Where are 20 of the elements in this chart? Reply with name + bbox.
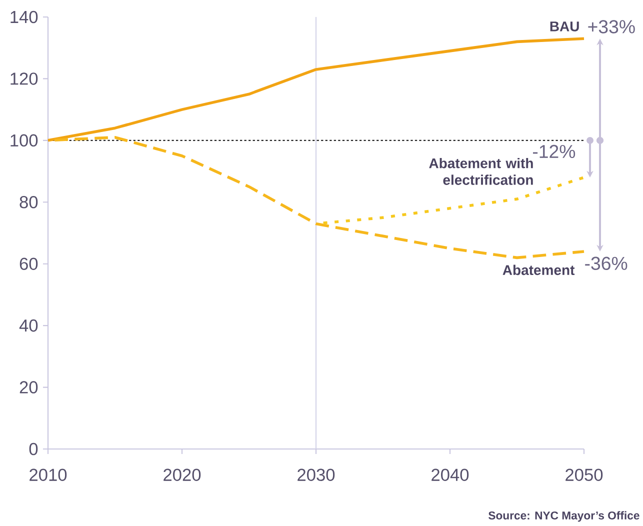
x-tick-label: 2030	[298, 468, 335, 481]
y-tick-label: 40	[19, 319, 38, 332]
annotation: -12%	[532, 144, 576, 158]
y-tick-label: 100	[10, 134, 38, 147]
y-tick-label: 60	[20, 258, 38, 270]
y-tick-label: 0	[29, 442, 38, 456]
series-label: Abatement	[502, 264, 575, 276]
y-tick-label: 80	[20, 196, 38, 208]
text: +33%	[588, 20, 635, 34]
series-label: BAU	[550, 22, 579, 32]
y-tick-label: 140	[10, 10, 38, 24]
y-tick-label: 20	[20, 381, 38, 394]
series-label: Abatement with electrification	[429, 158, 533, 185]
source-note: Source: NYC Mayor’s Office	[488, 511, 640, 522]
y-tick-label: 120	[10, 72, 38, 85]
x-tick-label: 2050	[566, 468, 603, 481]
text: -36%	[585, 256, 628, 270]
x-tick-label: 2020	[164, 468, 201, 481]
x-tick-label: 2040	[432, 468, 469, 481]
x-tick-label: 2010	[30, 468, 67, 481]
